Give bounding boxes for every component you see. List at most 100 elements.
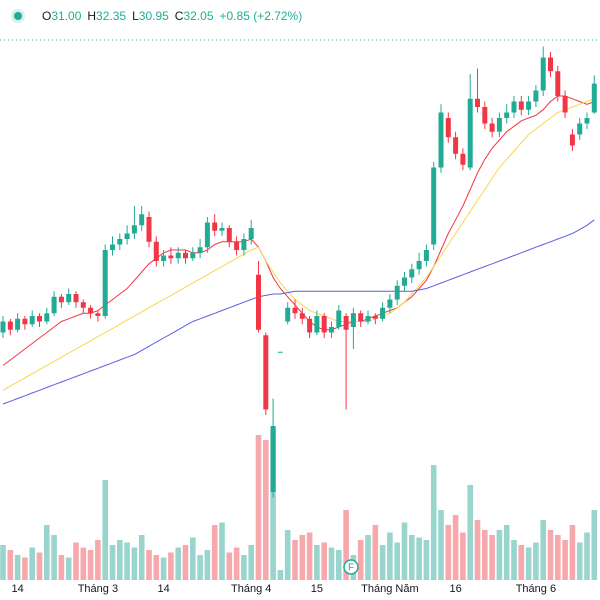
candle-body bbox=[460, 153, 466, 165]
value: 32.35 bbox=[96, 9, 127, 23]
volume-bar bbox=[233, 547, 240, 580]
volume-bar bbox=[168, 552, 174, 580]
candle-body bbox=[321, 316, 327, 333]
candle-body bbox=[190, 252, 196, 259]
volume-bar bbox=[321, 542, 327, 580]
volume-bar bbox=[576, 542, 583, 580]
candle-body bbox=[153, 241, 159, 261]
candle-body bbox=[124, 233, 130, 239]
candle-body bbox=[394, 285, 400, 300]
candle-body bbox=[248, 228, 254, 239]
volume-bar bbox=[204, 550, 211, 580]
candle-body bbox=[511, 101, 517, 113]
candle-body bbox=[263, 335, 269, 410]
candle-body bbox=[51, 296, 57, 314]
label: L bbox=[132, 9, 139, 23]
volume-bar bbox=[241, 555, 247, 580]
volume-bar bbox=[533, 542, 539, 580]
candle-body bbox=[329, 327, 334, 333]
volume-bar bbox=[146, 550, 152, 580]
volume-bar bbox=[44, 525, 50, 580]
candle-body bbox=[533, 90, 539, 102]
volume-bar bbox=[336, 550, 342, 580]
volume-bar bbox=[496, 530, 503, 580]
volume-bar bbox=[306, 532, 313, 580]
candle-body bbox=[336, 310, 342, 327]
moving-average bbox=[2, 95, 595, 366]
volume-bar bbox=[343, 510, 349, 580]
volume-bar bbox=[569, 525, 576, 580]
candle-body bbox=[526, 101, 532, 110]
volume-bar bbox=[489, 535, 495, 580]
candle-layer bbox=[0, 46, 597, 498]
change: +0.85 (+2.72%) bbox=[219, 9, 303, 23]
x-axis: 14 Tháng 3 14 Tháng 4 15 Tháng Năm 16 Tháng 6 bbox=[11, 583, 556, 595]
volume-bar bbox=[365, 535, 371, 580]
candle-body bbox=[66, 294, 72, 303]
volume-bar bbox=[328, 547, 335, 580]
candle-body bbox=[7, 321, 13, 330]
volume-bar bbox=[117, 540, 123, 580]
candle-body bbox=[110, 244, 115, 250]
candle-body bbox=[241, 239, 247, 250]
x-tick-label: 16 bbox=[449, 583, 461, 595]
candle-body bbox=[22, 318, 28, 325]
candle-body bbox=[358, 313, 364, 322]
candle-body bbox=[518, 101, 524, 110]
candle-body bbox=[117, 239, 123, 245]
volume-bar bbox=[80, 547, 87, 580]
candle-body bbox=[102, 250, 108, 316]
candle-body bbox=[409, 269, 415, 278]
volume-bar bbox=[51, 535, 57, 580]
volume-bar bbox=[102, 480, 108, 580]
volume-bar bbox=[562, 540, 568, 580]
candle-body bbox=[219, 228, 225, 231]
volume-bar bbox=[584, 532, 590, 580]
candle-body bbox=[387, 299, 393, 308]
x-tick-label: 14 bbox=[157, 583, 169, 595]
volume-bar bbox=[36, 552, 43, 580]
candle-body bbox=[256, 274, 261, 330]
candle-body bbox=[416, 261, 422, 270]
value: 30.95 bbox=[138, 9, 169, 23]
volume-bar bbox=[160, 557, 167, 580]
volume-bar bbox=[65, 557, 72, 580]
volume-bar bbox=[190, 537, 196, 580]
candle-body bbox=[131, 225, 137, 234]
volume-bar bbox=[73, 542, 79, 580]
label: H bbox=[87, 9, 97, 23]
volume-bar bbox=[518, 545, 525, 580]
volume-bar bbox=[0, 545, 6, 580]
volume-bar bbox=[124, 542, 130, 580]
volume-bar bbox=[540, 520, 546, 580]
candle-body bbox=[168, 255, 174, 259]
volume-bar bbox=[357, 540, 364, 580]
candle-body bbox=[562, 96, 568, 113]
volume-bar bbox=[474, 520, 481, 580]
candle-body bbox=[73, 294, 79, 303]
volume-bar bbox=[292, 540, 298, 580]
candle-body bbox=[438, 112, 444, 168]
volume-bar bbox=[197, 555, 203, 580]
volume-bar bbox=[109, 545, 116, 580]
volume-bar bbox=[438, 510, 444, 580]
x-tick-label: 15 bbox=[311, 583, 323, 595]
candle-body bbox=[423, 250, 429, 261]
volume-bar bbox=[14, 555, 21, 580]
candle-body bbox=[431, 167, 437, 245]
volume-bar bbox=[22, 557, 28, 580]
candle-body bbox=[175, 252, 181, 259]
candle-body bbox=[37, 316, 42, 322]
label: C bbox=[174, 9, 184, 23]
volume-bar bbox=[460, 532, 466, 580]
volume-bar bbox=[430, 465, 437, 580]
candle-body bbox=[285, 307, 291, 322]
candle-body bbox=[577, 123, 583, 135]
volume-bar bbox=[255, 435, 262, 580]
volume-bar bbox=[452, 515, 459, 580]
volume-bar bbox=[58, 555, 65, 580]
volume-bar bbox=[555, 535, 561, 580]
candle-body bbox=[350, 313, 356, 327]
candle-body bbox=[80, 302, 86, 308]
